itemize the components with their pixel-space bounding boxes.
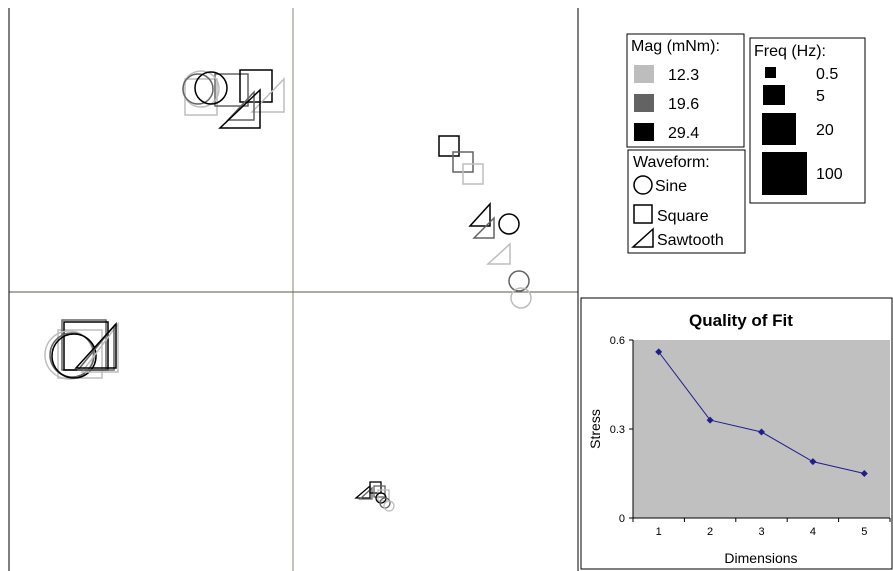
fit-x-axis-label: Dimensions bbox=[724, 550, 797, 566]
stress-point bbox=[655, 348, 663, 356]
circle-marker bbox=[498, 213, 520, 235]
freq-swatch-3 bbox=[762, 113, 796, 145]
triangle-marker bbox=[250, 77, 285, 113]
x-tick-label: 2 bbox=[707, 526, 713, 538]
y-tick-label: 0.3 bbox=[610, 424, 625, 436]
x-tick-label: 3 bbox=[758, 526, 764, 538]
square-marker bbox=[57, 329, 103, 379]
freq-label-1: 0.5 bbox=[816, 66, 838, 83]
x-tick-label: 4 bbox=[810, 526, 816, 538]
freq-label-4: 100 bbox=[816, 166, 843, 183]
waveform-label-sine: Sine bbox=[655, 178, 687, 195]
freq-swatch-1 bbox=[765, 67, 776, 78]
triangle-marker bbox=[226, 90, 255, 121]
legend-mag-title: Mag (mNm): bbox=[631, 38, 720, 55]
circle-marker bbox=[44, 330, 94, 380]
legend-waveform: Waveform: Sine Square Sawtooth bbox=[627, 149, 746, 254]
square-marker bbox=[369, 481, 382, 494]
square-marker bbox=[462, 163, 484, 185]
mag-label-2: 19.6 bbox=[668, 96, 699, 113]
circle-marker bbox=[51, 333, 97, 379]
mag-label-3: 29.4 bbox=[668, 125, 699, 142]
circle-marker bbox=[510, 287, 532, 309]
quality-of-fit-chart: Quality of Fit 0 0.3 0.6 1 2 3 4 5 Dimensions S… bbox=[580, 297, 893, 570]
square-icon bbox=[633, 204, 653, 224]
triangle-icon bbox=[631, 227, 654, 248]
triangle-marker bbox=[486, 242, 511, 265]
square-marker bbox=[438, 135, 460, 157]
circle-marker bbox=[508, 270, 530, 292]
freq-swatch-2 bbox=[763, 85, 785, 105]
circle-marker bbox=[182, 73, 214, 105]
cluster-bottom-left bbox=[44, 319, 119, 380]
triangle-marker bbox=[468, 202, 491, 227]
square-marker bbox=[239, 69, 273, 103]
legend-freq: Freq (Hz): 0.5 5 20 100 bbox=[749, 37, 866, 204]
cluster-top-left bbox=[182, 69, 285, 129]
legend-waveform-title: Waveform: bbox=[633, 154, 710, 171]
triangle-marker bbox=[218, 88, 261, 129]
stress-point bbox=[758, 428, 765, 436]
mag-swatch-1 bbox=[634, 65, 654, 83]
circle-marker bbox=[383, 500, 395, 512]
mag-swatch-3 bbox=[634, 123, 654, 141]
square-marker bbox=[373, 485, 386, 498]
fit-series bbox=[655, 348, 868, 477]
y-tick-label: 0.6 bbox=[610, 335, 625, 347]
legend-waveform-box bbox=[627, 149, 746, 254]
stress-point bbox=[809, 458, 817, 466]
square-marker bbox=[377, 489, 390, 502]
waveform-label-square: Square bbox=[657, 208, 709, 225]
legend-freq-title: Freq (Hz): bbox=[754, 43, 826, 60]
fit-y-axis-label: Stress bbox=[587, 409, 603, 449]
mds-scatter-panel bbox=[8, 8, 579, 571]
circle-marker bbox=[194, 71, 228, 105]
circle-icon bbox=[633, 175, 653, 195]
freq-swatch-4 bbox=[762, 152, 807, 195]
cluster-top-right bbox=[438, 135, 532, 309]
freq-label-3: 20 bbox=[816, 122, 834, 139]
triangle-marker bbox=[80, 321, 119, 373]
stress-point bbox=[706, 416, 714, 424]
fit-chart-title: Quality of Fit bbox=[689, 311, 793, 330]
triangle-marker bbox=[74, 322, 117, 369]
waveform-label-sawtooth: Sawtooth bbox=[657, 232, 724, 249]
legend-mag: Mag (mNm): 12.3 19.6 29.4 bbox=[626, 33, 745, 148]
mag-label-1: 12.3 bbox=[668, 67, 699, 84]
x-tick-label: 5 bbox=[861, 526, 867, 538]
cluster-bottom-center bbox=[354, 481, 395, 512]
triangle-marker bbox=[76, 323, 115, 371]
x-tick-label: 1 bbox=[656, 526, 662, 538]
fit-ticks: 0 0.3 0.6 1 2 3 4 5 bbox=[610, 335, 891, 538]
stress-point bbox=[860, 470, 868, 477]
freq-label-2: 5 bbox=[816, 88, 825, 105]
square-marker bbox=[214, 73, 249, 107]
mag-swatch-2 bbox=[634, 94, 654, 112]
triangle-marker bbox=[472, 216, 495, 239]
y-tick-label: 0 bbox=[619, 513, 625, 525]
